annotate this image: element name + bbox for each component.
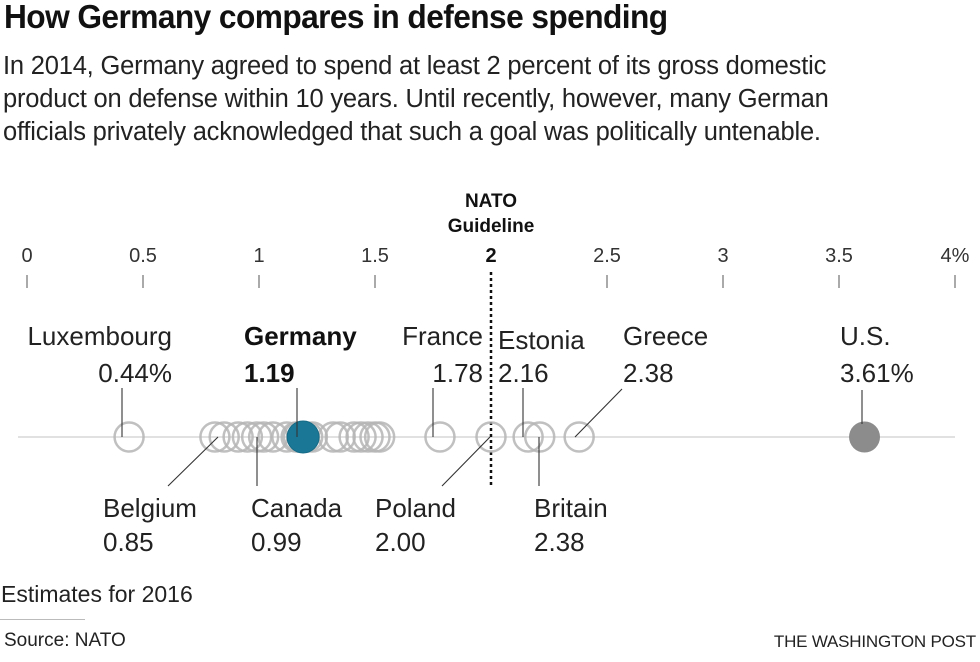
- label-canada-name: Canada: [251, 493, 343, 523]
- point-hungary: [231, 421, 264, 453]
- label-britain-name: Britain: [534, 493, 608, 523]
- subtitle-line: product on defense within 10 years. Unti…: [3, 85, 829, 113]
- tick-label: 0: [21, 245, 32, 267]
- tick-label: 3: [717, 245, 728, 267]
- tick-label: 2.5: [593, 245, 621, 267]
- data-points: [113, 420, 881, 454]
- point-greece: [563, 421, 595, 453]
- point-poland: [475, 421, 507, 453]
- label-belgium-value: 0.85: [103, 527, 154, 557]
- estimates-note: Estimates for 2016: [1, 581, 193, 607]
- tick-label: 1: [253, 245, 264, 267]
- label-britain-value: 2.38: [534, 527, 585, 557]
- tick-label: 4%: [941, 245, 970, 267]
- point-u-s: [849, 421, 881, 453]
- label-u-s-name: U.S.: [840, 321, 891, 351]
- point-lithuania: [352, 421, 384, 453]
- label-belgium-name: Belgium: [103, 493, 197, 523]
- point-estonia: [512, 421, 544, 453]
- axis: 0 0.5 1 1.5 2 2.5 3 3.5 4%: [18, 245, 970, 438]
- point-czech-republic: [247, 421, 280, 453]
- label-france-name: France: [402, 321, 483, 351]
- leader-line-poland: [441, 436, 491, 487]
- tick-label: 0.5: [129, 245, 157, 267]
- annotations: Luxembourg 0.44% Germany 1.19 France 1.78 Esto…: [27, 321, 913, 557]
- label-germany-name: Germany: [244, 321, 357, 351]
- point-belgium: [208, 421, 240, 453]
- chart-subtitle: In 2014, Germany agreed to spend at leas…: [3, 50, 978, 149]
- tick-label: 2: [485, 245, 496, 267]
- label-estonia-value: 2.16: [498, 358, 549, 388]
- point-latvia: [338, 421, 370, 453]
- point-france: [424, 421, 456, 453]
- label-u-s-value: 3.61%: [840, 358, 914, 388]
- point-slovenia: [222, 421, 254, 453]
- point-luxembourg: [113, 421, 145, 453]
- publisher-credit: THE WASHINGTON POST: [773, 632, 976, 651]
- point-britain: [523, 421, 556, 453]
- label-poland-name: Poland: [375, 493, 456, 523]
- divider: [0, 619, 85, 620]
- point-spain: [199, 421, 231, 453]
- guideline-label: Guideline: [448, 216, 535, 237]
- tick-label: 1.5: [361, 245, 389, 267]
- subtitle-line: officials privately acknowledged that su…: [3, 118, 821, 146]
- label-luxembourg-name: Luxembourg: [27, 321, 172, 351]
- leader-line-greece: [574, 388, 623, 438]
- label-greece-name: Greece: [623, 321, 708, 351]
- leader-line-belgium: [167, 436, 219, 487]
- label-greece-value: 2.38: [623, 358, 674, 388]
- point-germany: [286, 420, 320, 454]
- label-canada-value: 0.99: [251, 527, 302, 557]
- label-poland-value: 2.00: [375, 527, 426, 557]
- label-france-value: 1.78: [432, 358, 483, 388]
- label-germany-value: 1.19: [244, 358, 295, 388]
- tick-label: 3.5: [825, 245, 853, 267]
- chart-title: How Germany compares in defense spending: [4, 0, 668, 35]
- guideline-label: NATO: [465, 191, 517, 212]
- point-romania: [345, 421, 377, 453]
- subtitle-line: In 2014, Germany agreed to spend at leas…: [3, 52, 827, 80]
- source-label: Source: NATO: [4, 630, 126, 651]
- label-luxembourg-value: 0.44%: [98, 358, 172, 388]
- label-estonia-name: Estonia: [498, 325, 585, 355]
- point-turkey: [363, 421, 396, 453]
